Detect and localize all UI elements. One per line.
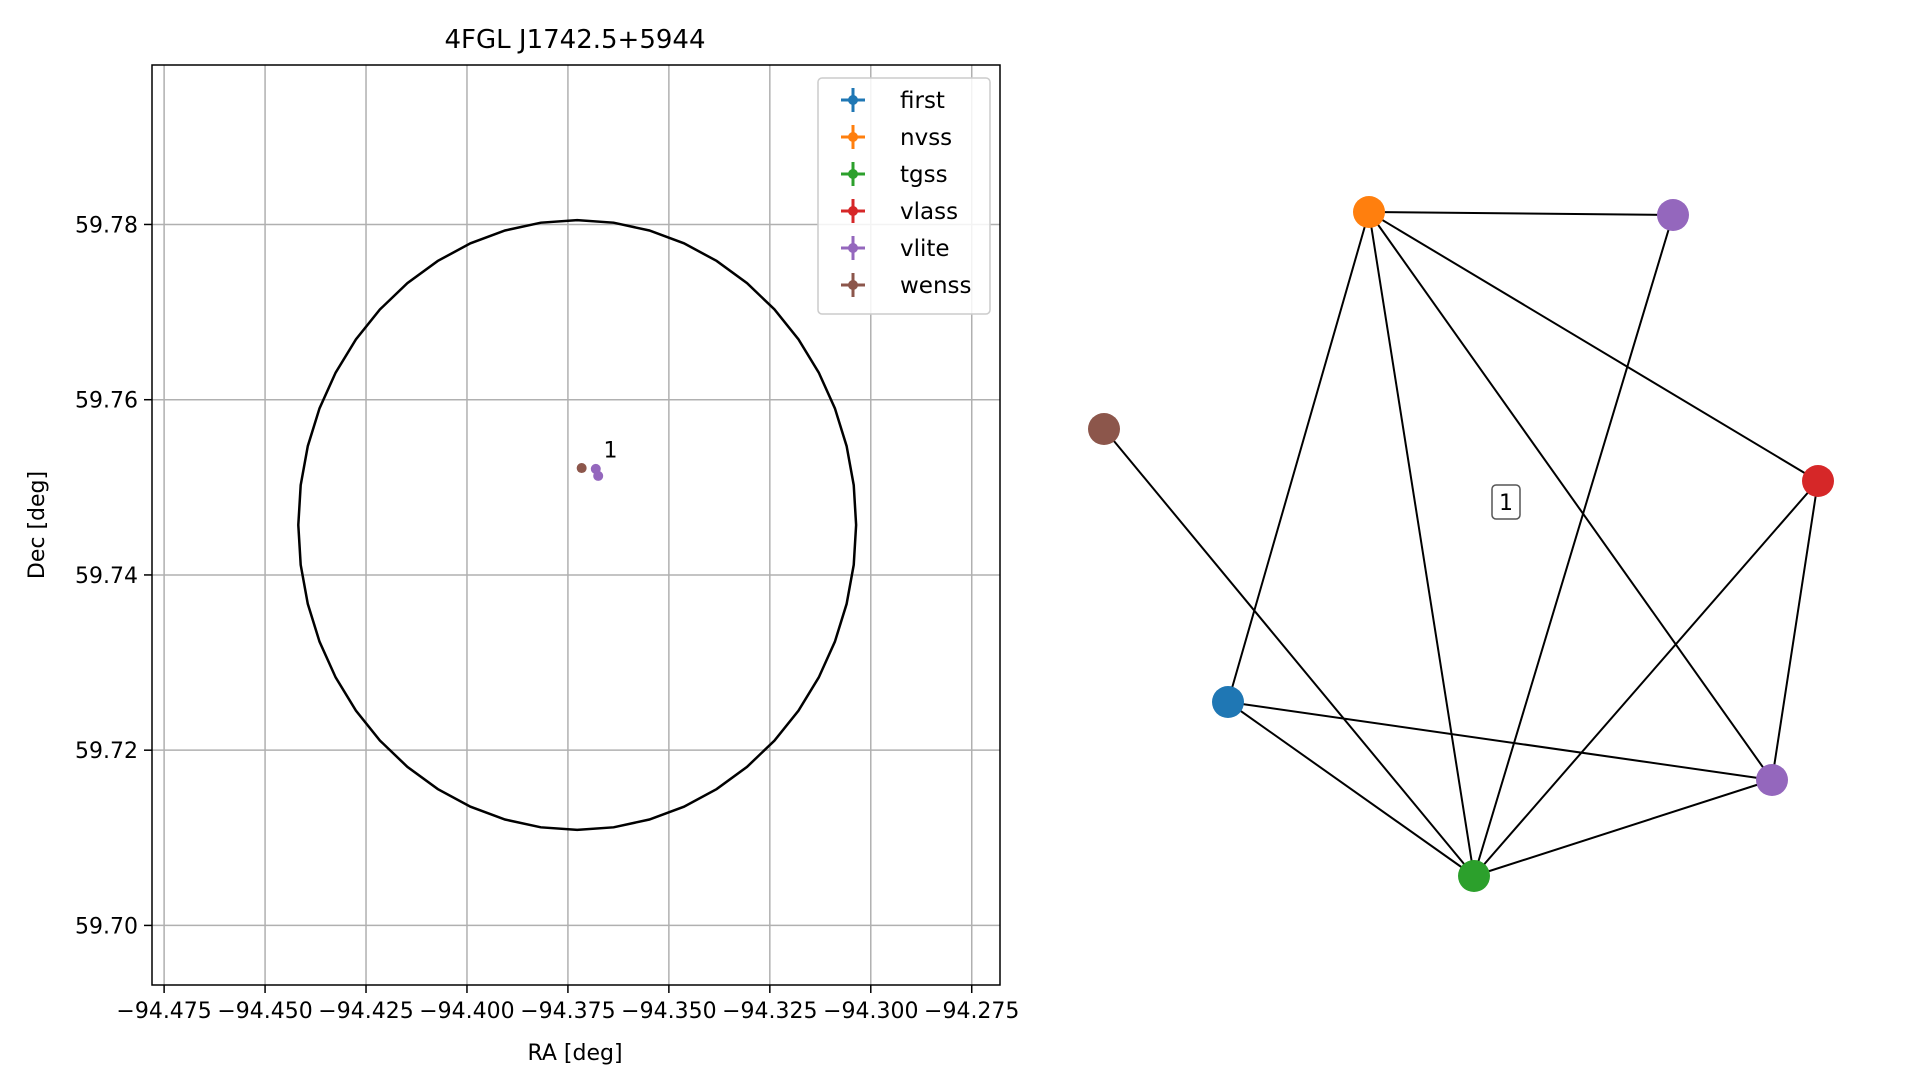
legend-entry-first: first [841, 88, 945, 114]
edge-first-vlite-b [1227, 701, 1773, 781]
legend-label-first: first [900, 88, 945, 114]
x-tick-label: −94.300 [823, 999, 918, 1024]
legend-entry-vlass: vlass [841, 199, 958, 225]
edge-nvss-first [1227, 211, 1370, 703]
legend-marker-vlass [848, 206, 858, 216]
node-first [1212, 686, 1244, 718]
edge-wenss-tgss [1103, 428, 1475, 877]
point-annotation: 1 [603, 439, 617, 464]
edge-vlass-tgss [1473, 480, 1819, 877]
localization-ellipse [297, 218, 858, 832]
legend-marker-nvss [848, 132, 858, 142]
source-points [576, 463, 604, 481]
legend-entry-vlite: vlite [841, 236, 950, 262]
x-tick-label: −94.475 [116, 999, 211, 1024]
chart-title: 4FGL J1742.5+5944 [445, 25, 706, 55]
network-edges [1103, 211, 1819, 877]
legend-marker-tgss [848, 169, 858, 179]
cluster-label: 1 [1499, 491, 1513, 516]
edge-nvss-vlass [1368, 211, 1819, 482]
node-nvss [1353, 196, 1385, 228]
x-tick-label: −94.450 [217, 999, 312, 1024]
edge-vlite-a-tgss [1473, 214, 1674, 877]
edge-tgss-vlite-b [1473, 779, 1773, 877]
y-tick-label: 59.76 [75, 389, 138, 414]
edge-first-tgss [1227, 701, 1475, 877]
plot-frame [151, 64, 1001, 986]
x-tick-label: −94.400 [419, 999, 514, 1024]
x-tick-label: −94.275 [924, 999, 1019, 1024]
y-axis-label: Dec [deg] [25, 471, 50, 579]
network-nodes [1088, 196, 1834, 892]
x-axis-ticks: −94.475 −94.450 −94.425 −94.400 −94.375 −94.3… [116, 985, 1019, 1024]
y-tick-label: 59.74 [75, 564, 138, 589]
legend-label-nvss: nvss [900, 125, 952, 151]
edge-nvss-vlite-b [1368, 211, 1773, 781]
legend-entry-wenss: wenss [841, 273, 972, 299]
edge-vlass-vlite-b [1771, 480, 1819, 781]
node-vlite-b [1756, 764, 1788, 796]
point-wenss [576, 463, 587, 474]
x-tick-label: −94.350 [621, 999, 716, 1024]
node-vlass [1802, 465, 1834, 497]
network-panel: 1 [1088, 196, 1834, 892]
legend-marker-first [848, 95, 858, 105]
legend-label-tgss: tgss [900, 162, 948, 188]
legend-marker-wenss [848, 280, 858, 290]
y-axis-ticks: 59.70 59.72 59.74 59.76 59.78 [75, 213, 152, 939]
point-vlite [593, 470, 604, 481]
legend-label-vlite: vlite [900, 236, 950, 262]
node-vlite-a [1657, 199, 1689, 231]
y-tick-label: 59.70 [75, 914, 138, 939]
y-tick-label: 59.78 [75, 213, 138, 238]
edge-nvss-tgss [1368, 211, 1475, 877]
legend-label-vlass: vlass [900, 199, 958, 225]
x-tick-label: −94.375 [520, 999, 615, 1024]
x-axis-label: RA [deg] [527, 1041, 622, 1066]
grid-horizontal [152, 223, 1000, 927]
x-tick-label: −94.325 [722, 999, 817, 1024]
legend-label-wenss: wenss [900, 273, 972, 299]
x-tick-label: −94.425 [318, 999, 413, 1024]
legend: first nvss tgss vlass vlite wenss [817, 77, 991, 315]
legend-marker-vlite [848, 243, 858, 253]
scatter-panel: 1 −94.475 −94.450 −94.425 −94.400 −94.375 −94… [25, 25, 1019, 1066]
cluster-label-box [1491, 484, 1521, 520]
edge-nvss-vlite-a [1368, 211, 1674, 216]
legend-entry-nvss: nvss [841, 125, 952, 151]
node-tgss [1458, 860, 1490, 892]
y-tick-label: 59.72 [75, 739, 138, 764]
node-wenss [1088, 413, 1120, 445]
legend-entry-tgss: tgss [841, 162, 948, 188]
